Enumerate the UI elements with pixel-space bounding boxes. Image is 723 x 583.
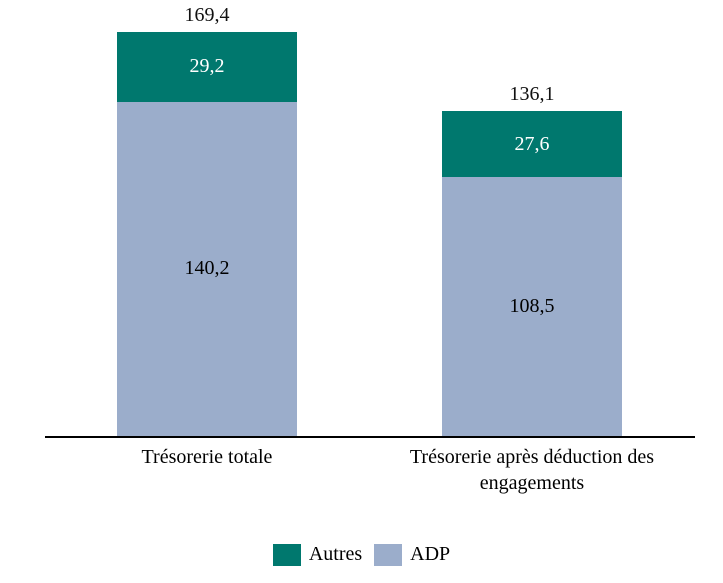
legend-label: Autres <box>308 543 363 565</box>
bar-segment-autres: 29,2 <box>117 32 297 102</box>
category-label-0: Trésorerie totale <box>141 446 273 468</box>
bar-total-label: 136,1 <box>509 83 555 106</box>
bar-0: 169,4 29,2 140,2 <box>117 4 297 436</box>
legend-swatch-autres <box>272 543 301 566</box>
x-axis-baseline <box>45 436 695 438</box>
bar-segment-autres: 27,6 <box>442 111 622 178</box>
legend-swatch-adp <box>374 543 403 566</box>
bar-total-label: 169,4 <box>184 4 230 26</box>
chart-legend: Autres ADP <box>0 543 723 566</box>
legend-item-autres: Autres <box>272 543 363 566</box>
legend-label: ADP <box>410 543 451 565</box>
segment-value-label: 108,5 <box>509 295 555 318</box>
bar-1: 136,1 27,6 108,5 <box>442 83 622 436</box>
segment-value-label: 140,2 <box>184 257 230 280</box>
segment-value-label: 27,6 <box>514 132 550 155</box>
segment-value-label: 29,2 <box>189 55 225 78</box>
bar-segment-adp: 108,5 <box>442 177 622 436</box>
legend-item-adp: ADP <box>374 543 450 566</box>
bar-segment-adp: 140,2 <box>117 101 297 436</box>
category-label-1: Trésorerie après déduction des engagemen… <box>409 446 655 494</box>
